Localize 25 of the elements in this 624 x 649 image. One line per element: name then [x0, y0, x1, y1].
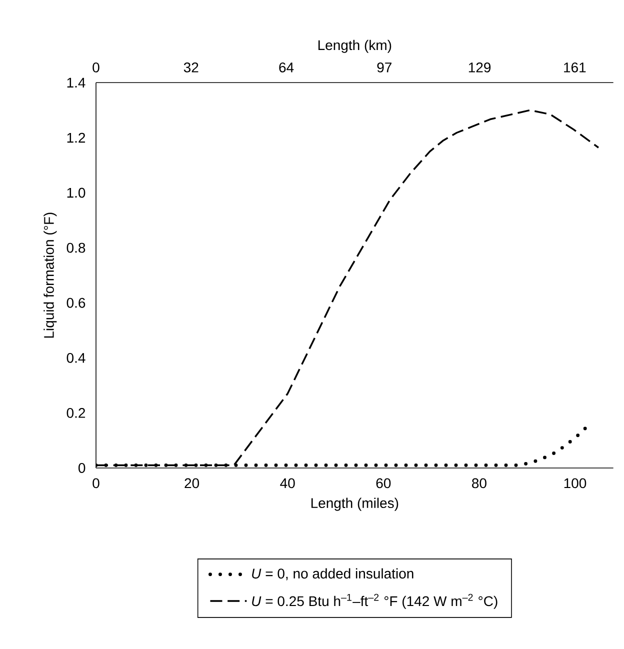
x2-tick-label: 64 [279, 62, 294, 72]
x-tick-label: 20 [184, 478, 200, 488]
y-tick-label: 0 [78, 463, 86, 473]
x-tick-label: 80 [472, 478, 486, 488]
x2-tick-label: 32 [184, 62, 198, 72]
x-axis-title: Length (miles) [311, 498, 398, 511]
y-tick-label: 0.4 [66, 352, 86, 363]
y-tick-label: 0.8 [66, 242, 86, 253]
x2-tick-label: 161 [564, 62, 586, 72]
y-tick-label: 0.6 [66, 298, 86, 308]
x2-tick-label: 0 [92, 62, 100, 72]
y-tick-label: 1.0 [67, 188, 86, 198]
x-tick-label: 40 [280, 478, 295, 488]
x2-axis-title: Length (km) [318, 40, 392, 53]
x-tick-label: 60 [376, 478, 391, 488]
x2-tick-label: 129 [468, 62, 491, 72]
x2-tick-label: 97 [377, 62, 392, 72]
y-tick-label: 1.2 [67, 132, 86, 143]
y-tick-label: 1.4 [67, 78, 86, 88]
legend-label: U = 0, no added insulation [252, 568, 414, 580]
y-axis-title: Liquid formation (°F) [44, 212, 57, 338]
y-tick-label: 0.2 [66, 408, 86, 418]
legend-label: U = 0.25 Btu h$^{–1}$–ft$^{–2}$ °F (142 W m$^{–2}$ °C) [252, 594, 498, 609]
x-tick-label: 100 [564, 478, 586, 488]
x-tick-label: 0 [92, 478, 100, 488]
